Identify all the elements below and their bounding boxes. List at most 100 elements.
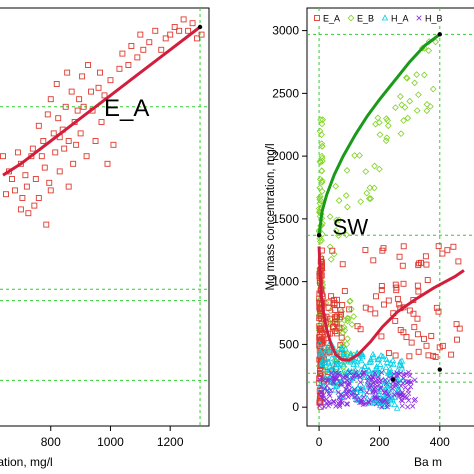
right-point-e_b-100	[325, 320, 333, 328]
left-point-6	[22, 172, 29, 179]
right-point-e_a-1	[453, 321, 460, 328]
left-point-51	[125, 62, 132, 68]
left-point-72	[43, 221, 50, 228]
left-point-68	[3, 191, 9, 198]
right-endpoint-1	[437, 32, 442, 37]
right-point-e_b-67	[348, 321, 356, 328]
right-point-h_b-45	[318, 384, 324, 390]
right-point-e_a-60	[378, 287, 385, 294]
right-point-h_a-174	[398, 357, 406, 364]
right-point-e_b-163	[376, 165, 383, 173]
right-point-e_a-178	[439, 342, 446, 349]
right-point-e_b-173	[326, 213, 334, 221]
right-point-h_a-130	[357, 357, 365, 364]
right-point-e_b-121	[415, 91, 422, 99]
right-point-h_b-123	[383, 388, 389, 394]
right-endpoint-0	[316, 233, 322, 238]
right-point-h_a-192	[395, 375, 402, 382]
right-point-e_b-51	[344, 203, 351, 211]
right-point-h_b-198	[353, 369, 359, 375]
right-point-h_b-31	[344, 401, 350, 407]
right-point-h_a-219	[371, 399, 378, 406]
right-point-e_a-157	[423, 342, 430, 349]
left-point-52	[128, 43, 135, 49]
left-point-17	[46, 179, 53, 186]
left-point-27	[64, 69, 71, 76]
right-point-h_b-17	[351, 386, 358, 392]
right-point-e_a-0	[422, 253, 429, 260]
right-point-e_b-2	[318, 167, 326, 175]
right-point-h_a-114	[342, 345, 349, 352]
left-point-35	[79, 73, 86, 80]
right-point-e_b-168	[335, 232, 342, 239]
right-point-e_a-5	[428, 333, 435, 339]
right-point-e_a-207	[327, 315, 333, 322]
right-point-h_b-136	[352, 394, 358, 400]
right-point-h_b-146	[333, 376, 339, 382]
legend-label-h_b: H_B	[425, 14, 443, 24]
right-point-e_a-203	[339, 261, 346, 268]
left-guide-lines	[0, 8, 209, 426]
left-x-tick-label-2: 1200	[157, 435, 184, 449]
legend-marker-h_b	[416, 15, 422, 21]
right-point-e_a-164	[362, 247, 369, 253]
right-point-h_a-145	[384, 369, 392, 376]
left-trend-line	[2, 25, 201, 177]
right-point-h_b-164	[399, 403, 405, 409]
right-point-h_b-48	[328, 387, 334, 393]
left-trend-group	[2, 24, 203, 177]
right-point-h_b-90	[353, 397, 360, 403]
right-point-e_a-195	[385, 297, 392, 304]
left-point-67	[198, 31, 205, 38]
right-point-e_a-129	[448, 351, 455, 358]
right-curve-group	[316, 32, 465, 382]
right-point-h_b-109	[358, 386, 364, 393]
right-point-e_a-23	[444, 247, 451, 254]
right-point-h_a-164	[318, 345, 326, 352]
right-point-h_b-40	[321, 404, 327, 410]
right-point-h_b-128	[341, 379, 347, 386]
right-point-h_b-144	[385, 391, 391, 397]
right-point-h_b-100	[330, 378, 336, 385]
left-point-58	[158, 46, 165, 53]
right-point-h_b-34	[378, 369, 385, 376]
right-curve-e_b	[317, 33, 441, 236]
right-point-h_b-127	[380, 399, 386, 405]
right-y-tick-label-2: 1000	[272, 275, 299, 289]
legend-label-h_a: H_A	[391, 14, 409, 24]
right-plot-frame	[306, 7, 474, 427]
right-point-h_a-42	[318, 351, 325, 358]
right-point-h_a-112	[387, 395, 394, 402]
right-point-e_b-151	[375, 119, 383, 126]
right-point-e_a-48	[433, 304, 440, 311]
right-point-h_b-176	[375, 374, 381, 380]
right-point-h_a-159	[340, 361, 347, 368]
right-point-h_a-199	[389, 356, 397, 363]
right-point-h_a-155	[390, 360, 397, 367]
right-point-h_b-132	[400, 380, 406, 386]
right-point-h_a-193	[386, 369, 393, 376]
left-point-56	[146, 39, 153, 46]
right-point-h_a-175	[325, 358, 332, 365]
right-point-e_b-97	[319, 157, 326, 165]
right-point-e_b-152	[345, 315, 352, 322]
right-point-h_b-191	[345, 382, 351, 388]
right-y-tick-label-5: 2500	[272, 86, 299, 100]
right-point-e_a-145	[336, 324, 343, 331]
right-point-h_b-102	[327, 401, 333, 407]
left-point-75	[70, 160, 77, 167]
left-point-14	[40, 138, 47, 144]
right-point-e_a-141	[317, 325, 324, 332]
left-point-48	[110, 141, 117, 148]
left-point-7	[23, 183, 30, 190]
right-point-h_a-79	[332, 386, 339, 393]
left-point-3	[11, 187, 18, 194]
right-point-e_b-134	[432, 38, 439, 46]
left-point-73	[17, 206, 24, 213]
right-point-e_b-53	[404, 114, 412, 122]
left-x-tick-label-1: 1000	[97, 435, 124, 449]
right-point-h_a-67	[338, 344, 345, 351]
right-point-h_a-177	[317, 349, 325, 356]
right-point-e_b-115	[342, 192, 350, 199]
left-point-group	[0, 16, 205, 228]
